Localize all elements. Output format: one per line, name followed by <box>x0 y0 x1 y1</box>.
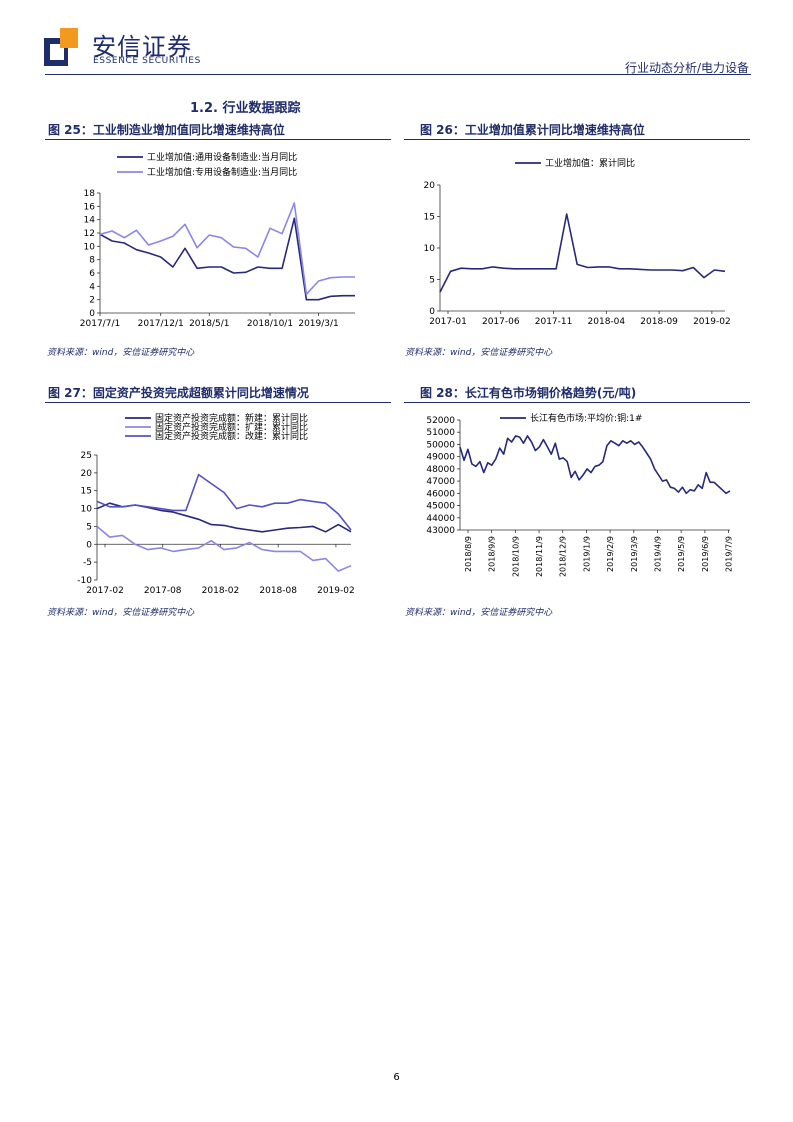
fig28-y-tick-label: 47000 <box>426 477 455 487</box>
fig26-y-tick-label: 15 <box>424 213 435 223</box>
fig28-title-rule <box>404 402 750 403</box>
fig26-chart: 0 5 10 15 20 2017-01 2017-06 2017-11 2018-04 2018… <box>424 157 731 327</box>
fig27-y-tick-label: -10 <box>77 576 92 586</box>
fig28-x-tick-label: 2018/12/9 <box>559 536 568 577</box>
fig25-y-tick-label: 14 <box>84 216 96 226</box>
fig26-x-tick-label: 2017-06 <box>482 317 520 327</box>
fig26-series-1-line <box>439 213 726 293</box>
fig27-series-3-line <box>96 473 352 531</box>
fig26-y-tick-label: 10 <box>424 244 436 254</box>
fig27-series-1-line <box>96 502 352 533</box>
section-title: 1.2. 行业数据跟踪 <box>190 101 301 116</box>
fig25-y-tick-label: 8 <box>89 256 95 266</box>
fig27-x-tick-label: 2018-02 <box>202 586 240 596</box>
fig27-series-2-line <box>96 525 352 572</box>
fig28-y-tick-label: 48000 <box>426 465 455 475</box>
fig27-chart: -10 -5 0 5 10 15 20 25 2017-02 2017-08 2018-02 2018… <box>77 412 355 596</box>
fig28-y-tick-label: 50000 <box>426 440 455 450</box>
fig26-y-tick-label: 5 <box>429 276 435 286</box>
header-divider <box>45 74 751 75</box>
fig26-x-tick-label: 2017-11 <box>535 317 573 327</box>
fig27-x-tick-label: 2017-02 <box>86 586 124 596</box>
fig27-y-tick-label: 25 <box>81 451 92 461</box>
fig28-series-1-line <box>459 435 731 495</box>
fig27-source: 资料来源：wind，安信证券研究中心 <box>47 608 195 618</box>
fig26-x-tick-label: 2018-04 <box>588 317 626 327</box>
fig27-y-tick-label: -5 <box>83 558 92 568</box>
fig28-x-tick-label: 2019/2/9 <box>606 536 615 572</box>
fig28-x-tick-label: 2018/11/9 <box>535 536 544 577</box>
fig28-x-tick-label: 2019/3/9 <box>630 536 639 572</box>
fig28-source: 资料来源：wind，安信证券研究中心 <box>405 608 553 618</box>
fig28-x-tick-label: 2018/10/9 <box>511 536 520 577</box>
fig27-title-rule <box>45 402 391 403</box>
fig25-series-2-line <box>99 202 355 296</box>
brand-name-en: ESSENCE SECURITIES <box>93 56 201 66</box>
fig25-y-tick-label: 16 <box>84 202 96 212</box>
fig26-y-tick-label: 0 <box>429 307 435 317</box>
fig25-y-tick-label: 12 <box>84 229 95 239</box>
fig27-legend-label-2: 固定资产投资完成额：扩建：累计同比 <box>155 421 308 433</box>
fig27-y-tick-label: 15 <box>81 487 92 497</box>
fig25-chart: 0 2 4 6 8 10 12 14 16 18 2017/7/1 2017/12/1 2018/5/1… <box>80 151 355 329</box>
fig25-y-tick-label: 18 <box>84 189 96 199</box>
fig28-x-tick-label: 2018/9/9 <box>488 536 497 572</box>
fig25-y-tick-label: 2 <box>89 296 95 306</box>
fig28-y-tick-label: 46000 <box>426 489 455 499</box>
fig26-title: 图 26：工业增加值累计同比增速维持高位 <box>420 123 645 137</box>
fig27-x-tick-label: 2017-08 <box>144 586 182 596</box>
fig25-x-tick-label: 2018/10/1 <box>247 319 293 329</box>
fig25-legend-label-2: 工业增加值:专用设备制造业:当月同比 <box>147 166 297 178</box>
fig28-chart: 43000 44000 45000 46000 47000 48000 49000 50000… <box>426 412 734 577</box>
fig25-x-tick-label: 2019/3/1 <box>298 319 338 329</box>
fig28-x-tick-label: 2019/1/9 <box>582 536 591 572</box>
fig27-y-tick-label: 0 <box>86 540 92 550</box>
fig28-y-tick-label: 51000 <box>426 428 455 438</box>
fig25-title-rule <box>45 139 391 140</box>
fig26-title-rule <box>404 139 750 140</box>
fig26-y-tick-label: 20 <box>424 181 436 191</box>
fig25-title: 图 25：工业制造业增加值同比增速维持高位 <box>48 123 285 137</box>
fig27-y-tick-label: 10 <box>81 505 93 515</box>
fig26-legend-label-1: 工业增加值：累计同比 <box>545 157 635 169</box>
fig28-x-tick-label: 2019/7/9 <box>725 536 734 572</box>
fig27-title: 图 27：固定资产投资完成超额累计同比增速情况 <box>48 386 309 400</box>
fig28-y-tick-label: 43000 <box>426 526 455 536</box>
page-number: 6 <box>393 1072 400 1083</box>
fig25-y-tick-label: 10 <box>84 242 96 252</box>
fig25-y-tick-label: 0 <box>89 309 95 319</box>
fig25-legend-label-1: 工业增加值:通用设备制造业:当月同比 <box>147 151 297 163</box>
fig25-x-tick-label: 2017/12/1 <box>138 319 184 329</box>
fig27-legend-label-1: 固定资产投资完成额：新建：累计同比 <box>155 412 308 424</box>
fig28-legend-label-1: 长江有色市场:平均价:铜:1# <box>530 412 642 424</box>
fig28-y-tick-label: 45000 <box>426 502 455 512</box>
fig27-y-tick-label: 5 <box>86 522 92 532</box>
fig27-legend-label-3: 固定资产投资完成额：改建：累计同比 <box>155 430 308 442</box>
fig27-x-tick-label: 2019-02 <box>317 586 355 596</box>
fig25-source: 资料来源：wind，安信证券研究中心 <box>47 348 195 358</box>
fig28-x-tick-label: 2019/6/9 <box>701 536 710 572</box>
fig28-y-tick-label: 44000 <box>426 514 455 524</box>
fig25-y-tick-label: 4 <box>89 282 95 292</box>
brand-logo-mark <box>44 28 78 66</box>
fig28-x-tick-label: 2018/8/9 <box>464 536 473 572</box>
fig26-x-tick-label: 2017-01 <box>429 317 467 327</box>
fig25-x-tick-label: 2017/7/1 <box>80 319 120 329</box>
report-category: 行业动态分析/电力设备 <box>624 61 749 75</box>
fig28-y-tick-label: 52000 <box>426 416 455 426</box>
fig28-title: 图 28：长江有色市场铜价格趋势(元/吨) <box>420 386 637 400</box>
fig28-x-tick-label: 2019/4/9 <box>653 536 662 572</box>
fig25-series-1-line <box>99 217 355 301</box>
fig27-y-tick-label: 20 <box>81 469 93 479</box>
fig25-x-tick-label: 2018/5/1 <box>189 319 229 329</box>
fig25-y-tick-label: 6 <box>89 269 95 279</box>
fig26-x-tick-label: 2018-09 <box>640 317 678 327</box>
fig28-y-tick-label: 49000 <box>426 453 455 463</box>
fig28-x-tick-label: 2019/5/9 <box>677 536 686 572</box>
brand-name-cn: 安信证券 <box>92 33 192 61</box>
fig27-x-tick-label: 2018-08 <box>259 586 297 596</box>
fig26-source: 资料来源：wind，安信证券研究中心 <box>405 348 553 358</box>
fig26-x-tick-label: 2019-02 <box>693 317 731 327</box>
